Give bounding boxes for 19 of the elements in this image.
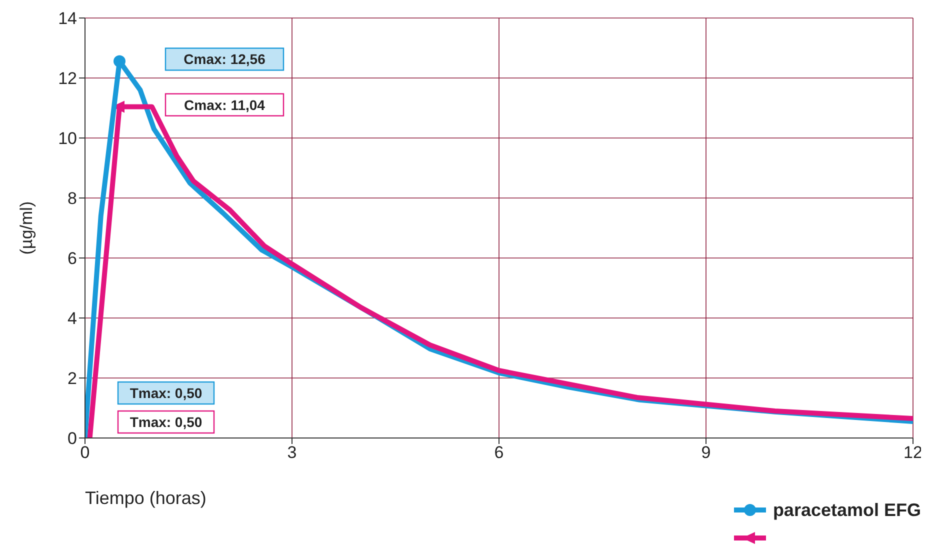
x-axis-title: Tiempo (horas) bbox=[85, 488, 206, 508]
x-tick-label: 0 bbox=[80, 443, 90, 462]
annotation: Tmax: 0,50 bbox=[130, 385, 202, 401]
annotation: Cmax: 11,04 bbox=[184, 96, 266, 113]
y-tick-label: 6 bbox=[68, 249, 77, 268]
y-tick-label: 14 bbox=[58, 9, 77, 28]
y-axis-title: (µg/ml) bbox=[17, 201, 36, 255]
x-tick-label: 3 bbox=[287, 443, 297, 462]
y-tick-label: 10 bbox=[58, 129, 77, 148]
y-tick-label: 4 bbox=[68, 309, 77, 328]
y-tick-label: 2 bbox=[68, 369, 77, 388]
legend-label: paracetamol EFG bbox=[772, 500, 921, 520]
annotation: Tmax: 0,50 bbox=[130, 414, 202, 430]
y-tick-label: 8 bbox=[68, 189, 77, 208]
annotation: Cmax: 12,56 bbox=[184, 51, 266, 68]
x-tick-label: 9 bbox=[701, 443, 711, 462]
y-tick-label: 0 bbox=[68, 429, 77, 448]
x-tick-label: 6 bbox=[494, 443, 504, 462]
y-tick-label: 12 bbox=[58, 69, 77, 88]
